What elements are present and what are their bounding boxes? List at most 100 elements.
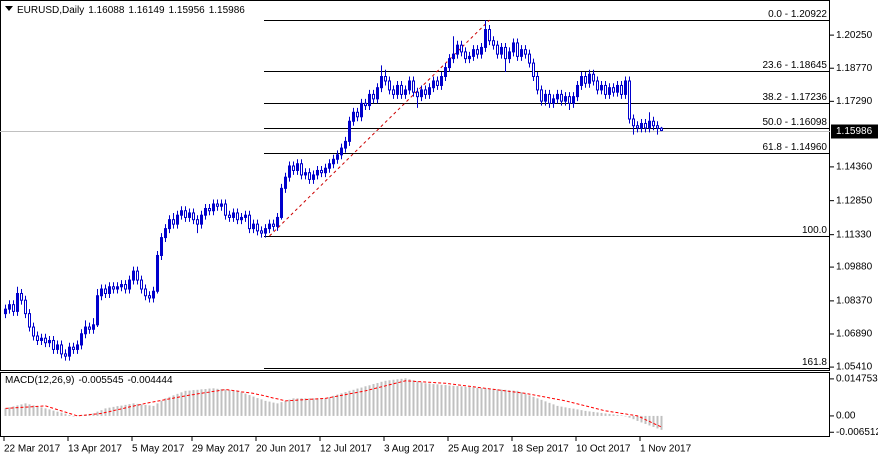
macd-bar [552, 404, 555, 416]
y-tick-label: 1.09880 [836, 262, 873, 273]
macd-bar [536, 398, 539, 416]
candle-body [412, 80, 415, 93]
macd-bar [40, 407, 43, 416]
candle-body [564, 96, 567, 102]
candle-body [272, 223, 275, 227]
candle-body [96, 295, 99, 326]
macd-bar [548, 402, 551, 416]
candle-body [580, 76, 583, 86]
candle-body [196, 219, 199, 225]
macd-bar [64, 413, 67, 416]
macd-bar [160, 400, 163, 416]
macd-bar [332, 395, 335, 416]
candle-body [332, 158, 335, 165]
candle-body [536, 76, 539, 91]
macd-bar [556, 405, 559, 416]
candle-body [636, 125, 639, 129]
macd-title: MACD(12,26,9) [5, 375, 74, 386]
candle-body [252, 223, 255, 230]
macd-bar [508, 390, 511, 416]
candle-body [292, 165, 295, 171]
y-tick-label: 1.11330 [836, 229, 872, 240]
macd-bar [596, 412, 599, 416]
candle-body [80, 333, 83, 346]
macd-bar [140, 404, 143, 416]
candle-body [76, 344, 79, 350]
macd-bar [540, 399, 543, 416]
candle-body [300, 163, 303, 176]
macd-bar [192, 390, 195, 416]
candle-body [648, 120, 651, 129]
current-price-label: 1.15986 [836, 126, 873, 137]
macd-bar [584, 410, 587, 416]
candle-body [436, 80, 439, 86]
candle-body [176, 214, 179, 225]
candle-body [476, 49, 479, 55]
menu-triangle[interactable] [5, 6, 13, 11]
candle-body [396, 84, 399, 95]
macd-bar [176, 393, 179, 416]
macd-bar [36, 406, 39, 416]
macd-bar [156, 403, 159, 416]
candle-body [40, 337, 43, 341]
candle-body [224, 203, 227, 216]
candle-body [616, 84, 619, 93]
y-tick-label: 1.20250 [836, 30, 873, 41]
candle-body [592, 73, 595, 82]
macd-bar [316, 398, 319, 416]
macd-bar [408, 379, 411, 416]
macd-bar [248, 395, 251, 416]
macd-bar [144, 404, 147, 416]
macd-bar [364, 386, 367, 416]
y-tick-label: 0.014753 [836, 374, 878, 385]
candle-body [84, 326, 87, 335]
macd-bar [560, 406, 563, 416]
macd-bar [300, 398, 303, 416]
macd-bar [220, 389, 223, 416]
macd-bar [188, 390, 191, 416]
candle-body [468, 55, 471, 60]
candle-body [68, 346, 71, 357]
candle-body [60, 344, 63, 355]
macd-bar [212, 388, 215, 416]
macd-bar [244, 393, 247, 416]
candle-body [88, 326, 91, 330]
fib-label: 38.2 - 1.17236 [763, 92, 828, 103]
candle-body [284, 176, 287, 189]
macd-bar [68, 414, 71, 416]
macd-bar [608, 413, 611, 416]
macd-bar [124, 404, 127, 416]
signal-line [5, 380, 662, 428]
candle-body [52, 339, 55, 350]
macd-bar [480, 388, 483, 416]
macd-bar [208, 388, 211, 416]
x-tick-label: 29 May 2017 [192, 444, 250, 455]
y-tick-label: 1.05410 [836, 362, 873, 373]
macd-bar [384, 380, 387, 416]
macd-bar [600, 412, 603, 416]
candle-body [420, 89, 423, 98]
candle-body [132, 270, 135, 281]
macd-bar [172, 395, 175, 416]
candle-body [48, 339, 51, 344]
candle-body [424, 89, 427, 95]
macd-bar [260, 399, 263, 416]
candle-body [408, 80, 411, 91]
macd-bar [256, 398, 259, 416]
macd-bar [452, 385, 455, 416]
x-tick-label: 22 Mar 2017 [4, 444, 61, 455]
macd-bar [476, 387, 479, 416]
macd-bar [20, 404, 23, 416]
y-tick-label: 1.17290 [836, 96, 873, 107]
macd-bar [580, 410, 583, 416]
macd-bar [328, 397, 331, 416]
macd-bar [532, 396, 535, 416]
y-tick-label: -0.006512 [836, 427, 878, 438]
x-tick-label: 20 Jun 2017 [256, 444, 311, 455]
open: 1.16088 [88, 5, 125, 16]
candle-body [528, 53, 531, 64]
candle-body [248, 214, 251, 230]
candle-body [464, 51, 467, 60]
candle-body [260, 230, 263, 234]
